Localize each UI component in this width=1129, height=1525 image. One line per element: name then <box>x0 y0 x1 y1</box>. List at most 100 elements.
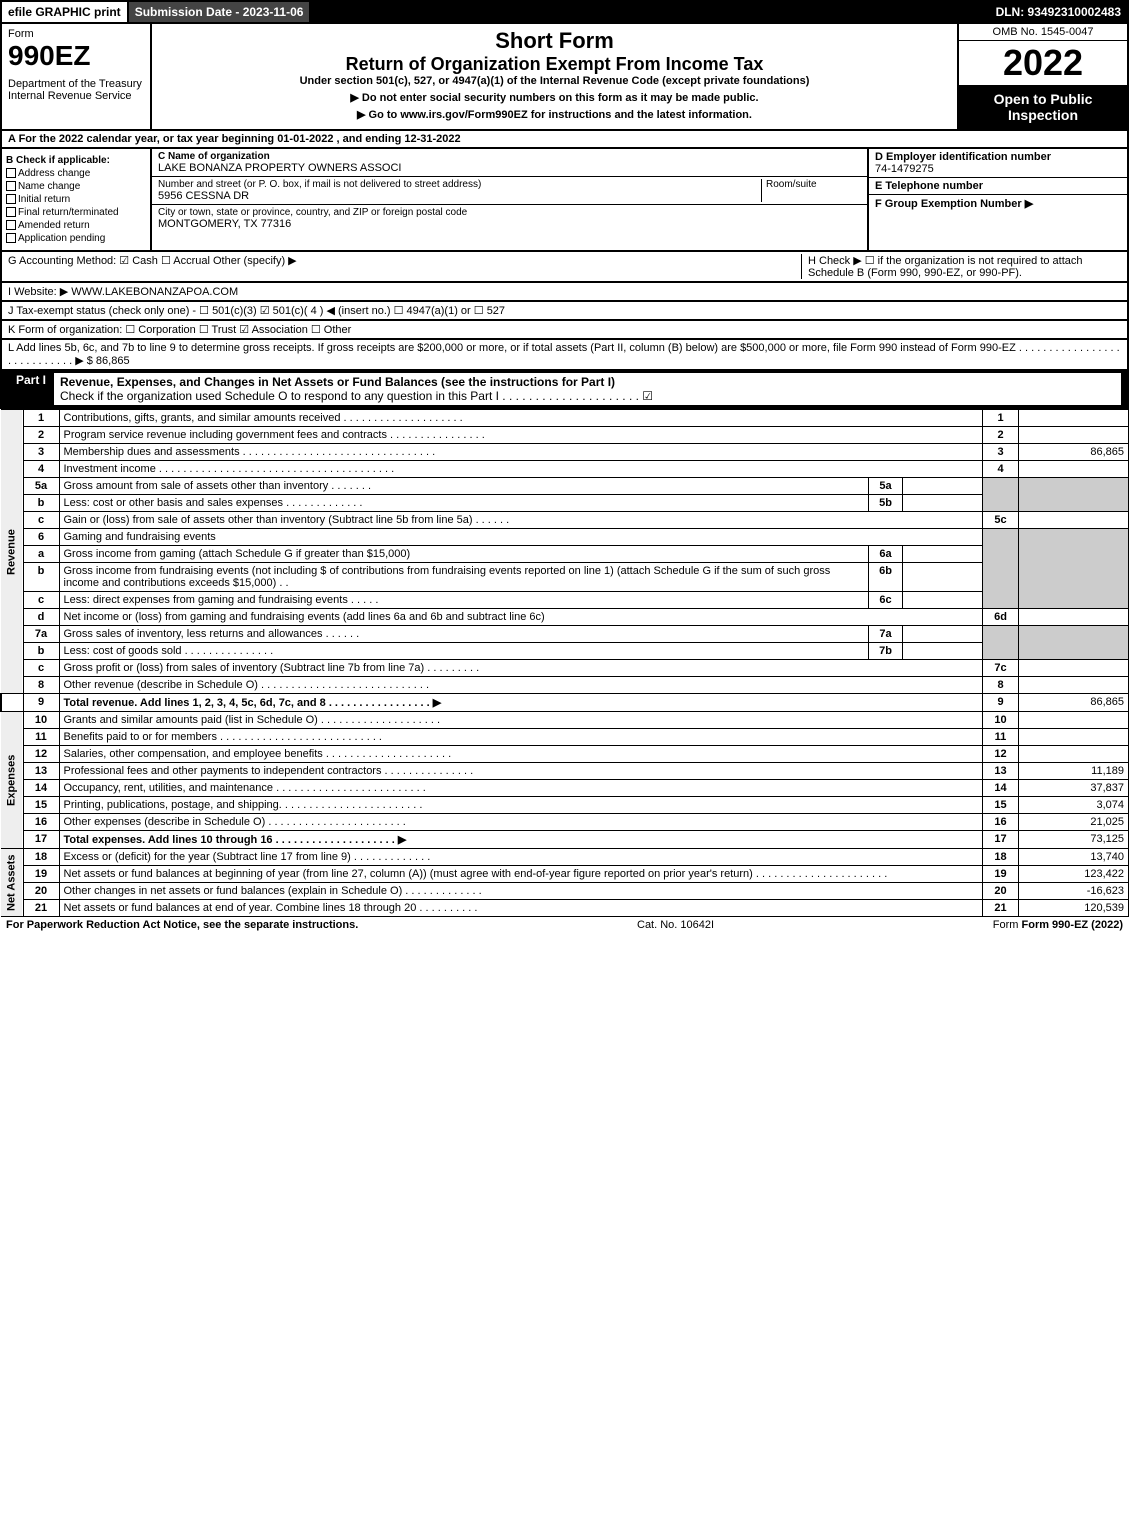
ref-20: 20 <box>983 883 1019 900</box>
ln-5a: 5a <box>23 478 59 495</box>
ln-7b: b <box>23 643 59 660</box>
ln-3: 3 <box>23 444 59 461</box>
desc-21: Net assets or fund balances at end of ye… <box>59 900 983 917</box>
top-bar: efile GRAPHIC print Submission Date - 20… <box>0 0 1129 24</box>
d-ein-label: D Employer identification number <box>875 151 1121 163</box>
ln-6b: b <box>23 563 59 592</box>
ln-6d: d <box>23 609 59 626</box>
ref-21: 21 <box>983 900 1019 917</box>
desc-17: Total expenses. Add lines 10 through 16 … <box>59 831 983 849</box>
e-tel-label: E Telephone number <box>875 180 1121 192</box>
footer-right: Form Form 990-EZ (2022) <box>993 919 1123 931</box>
d-ein: 74-1479275 <box>875 163 1121 175</box>
ln-20: 20 <box>23 883 59 900</box>
revenue-label: Revenue <box>1 410 23 694</box>
subval-7a <box>903 626 983 643</box>
subval-6b <box>903 563 983 592</box>
desc-11: Benefits paid to or for members . . . . … <box>59 729 983 746</box>
val-1 <box>1019 410 1129 427</box>
shade-6 <box>983 529 1019 609</box>
form-header: Form 990EZ Department of the Treasury In… <box>0 24 1129 131</box>
ref-18: 18 <box>983 849 1019 866</box>
ref-4: 4 <box>983 461 1019 478</box>
ln-11: 11 <box>23 729 59 746</box>
omb-number: OMB No. 1545-0047 <box>959 24 1127 41</box>
f-group-label: F Group Exemption Number ▶ <box>875 197 1121 210</box>
desc-6a: Gross income from gaming (attach Schedul… <box>59 546 869 563</box>
subval-6a <box>903 546 983 563</box>
desc-14: Occupancy, rent, utilities, and maintena… <box>59 780 983 797</box>
sub-5b: 5b <box>869 495 903 512</box>
desc-13: Professional fees and other payments to … <box>59 763 983 780</box>
ln-21: 21 <box>23 900 59 917</box>
shade-5 <box>983 478 1019 512</box>
ln-5c: c <box>23 512 59 529</box>
ln-6c: c <box>23 592 59 609</box>
subval-6c <box>903 592 983 609</box>
ln-15: 15 <box>23 797 59 814</box>
ln-18: 18 <box>23 849 59 866</box>
ln-2: 2 <box>23 427 59 444</box>
ref-16: 16 <box>983 814 1019 831</box>
ln-10: 10 <box>23 712 59 729</box>
val-8 <box>1019 677 1129 694</box>
footer: For Paperwork Reduction Act Notice, see … <box>0 917 1129 933</box>
b-opt-5: Application pending <box>6 233 146 244</box>
ln-7a: 7a <box>23 626 59 643</box>
ln-16: 16 <box>23 814 59 831</box>
title-short-form: Short Form <box>158 28 951 54</box>
val-6d <box>1019 609 1129 626</box>
sub-7a: 7a <box>869 626 903 643</box>
b-opt-2: Initial return <box>6 194 146 205</box>
ref-17: 17 <box>983 831 1019 849</box>
ref-11: 11 <box>983 729 1019 746</box>
section-b: B Check if applicable: Address change Na… <box>2 149 152 250</box>
efile-label: efile GRAPHIC print <box>2 2 129 22</box>
desc-10: Grants and similar amounts paid (list in… <box>59 712 983 729</box>
desc-4: Investment income . . . . . . . . . . . … <box>59 461 983 478</box>
val-20: -16,623 <box>1019 883 1129 900</box>
val-18: 13,740 <box>1019 849 1129 866</box>
dept-label: Department of the Treasury Internal Reve… <box>8 78 144 102</box>
expenses-label: Expenses <box>1 712 23 849</box>
val-16: 21,025 <box>1019 814 1129 831</box>
desc-12: Salaries, other compensation, and employ… <box>59 746 983 763</box>
subval-5b <box>903 495 983 512</box>
subtitle: Under section 501(c), 527, or 4947(a)(1)… <box>158 75 951 87</box>
ln-8: 8 <box>23 677 59 694</box>
ref-7c: 7c <box>983 660 1019 677</box>
val-21: 120,539 <box>1019 900 1129 917</box>
val-19: 123,422 <box>1019 866 1129 883</box>
desc-7b: Less: cost of goods sold . . . . . . . .… <box>59 643 869 660</box>
part1-title: Revenue, Expenses, and Changes in Net As… <box>54 373 1121 405</box>
ref-15: 15 <box>983 797 1019 814</box>
part1-label: Part I <box>8 373 54 405</box>
meta-block: B Check if applicable: Address change Na… <box>0 149 1129 252</box>
desc-5c: Gain or (loss) from sale of assets other… <box>59 512 983 529</box>
desc-9: Total revenue. Add lines 1, 2, 3, 4, 5c,… <box>59 694 983 712</box>
val-13: 11,189 <box>1019 763 1129 780</box>
c-name-label: C Name of organization <box>158 151 861 162</box>
c-city-label: City or town, state or province, country… <box>158 207 861 218</box>
val-2 <box>1019 427 1129 444</box>
desc-7a: Gross sales of inventory, less returns a… <box>59 626 869 643</box>
ln-12: 12 <box>23 746 59 763</box>
val-3: 86,865 <box>1019 444 1129 461</box>
desc-3: Membership dues and assessments . . . . … <box>59 444 983 461</box>
desc-6d: Net income or (loss) from gaming and fun… <box>59 609 983 626</box>
c-addr: 5956 CESSNA DR <box>158 190 761 202</box>
ref-3: 3 <box>983 444 1019 461</box>
subval-5a <box>903 478 983 495</box>
ln-4: 4 <box>23 461 59 478</box>
val-10 <box>1019 712 1129 729</box>
desc-19: Net assets or fund balances at beginning… <box>59 866 983 883</box>
val-5c <box>1019 512 1129 529</box>
tax-year: 2022 <box>959 41 1127 85</box>
section-c: C Name of organization LAKE BONANZA PROP… <box>152 149 867 250</box>
ref-5c: 5c <box>983 512 1019 529</box>
val-15: 3,074 <box>1019 797 1129 814</box>
note-ssn: ▶ Do not enter social security numbers o… <box>158 91 951 104</box>
sub-6a: 6a <box>869 546 903 563</box>
b-opt-4: Amended return <box>6 220 146 231</box>
ln-9: 9 <box>23 694 59 712</box>
